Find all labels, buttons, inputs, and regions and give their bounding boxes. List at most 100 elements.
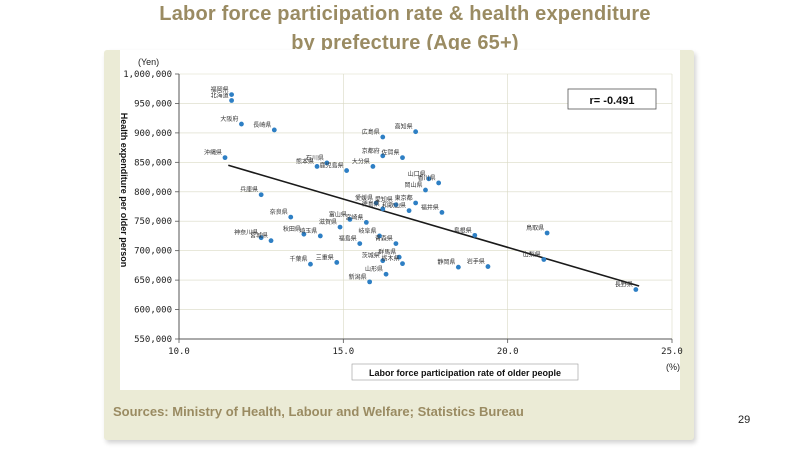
y-tick-label: 700,000 [134,247,172,257]
data-point-label: 静岡県 [437,258,455,266]
data-point [393,241,399,247]
y-axis-title: Health expenditure per older person [119,113,129,268]
data-point-label: 愛知県 [375,196,393,204]
axes-layer [178,74,672,340]
y-tick-label: 900,000 [134,129,172,139]
data-point [288,214,294,220]
data-point [377,233,382,239]
data-point-label: 千葉県 [289,255,307,263]
data-point [383,271,389,277]
data-point-label: 三重県 [316,253,334,261]
x-tick-label: 10.0 [168,347,190,357]
data-point [334,260,340,265]
data-point-label: 長野県 [615,281,633,289]
data-point-label: 茨城県 [362,252,380,260]
y-tick-label: 600,000 [134,306,172,316]
data-point-label: 埼玉県 [299,227,317,235]
y-tick-label: 950,000 [134,99,172,109]
data-point-label: 岐阜県 [358,227,376,235]
data-point [380,258,386,264]
data-point [301,231,307,237]
data-point-label: 青森県 [375,235,393,243]
data-point-label: 鳥取県 [526,224,544,232]
data-point-label: 福井県 [421,203,439,211]
data-point-label: 奈良県 [270,208,288,216]
data-point-label: 滋賀県 [319,218,337,226]
y-tick-label: 550,000 [134,335,172,345]
data-point-label: 山口県 [408,170,426,178]
data-point-label: 東京都 [395,194,413,202]
data-point [544,230,550,236]
data-point-label: 長崎県 [253,121,271,129]
data-point-label: 岡山県 [404,181,422,189]
x-tick-label: 20.0 [497,347,519,357]
data-point-label: 愛媛県 [355,194,373,202]
y-tick-label: 1,000,000 [123,70,172,80]
x-tick-labels: 10.0 15.0 20.0 25.0 [168,347,683,357]
data-point [229,98,234,103]
data-point-label: 熊本県 [296,157,314,165]
y-unit-label: (Yen) [138,57,159,67]
data-point [317,233,323,239]
data-point-label: 島根県 [454,226,472,234]
x-axis-title-box: Labor force participation rate of older … [351,363,579,381]
data-point-label: 京都府 [362,147,380,155]
data-point-label: 石川県 [306,155,324,162]
y-tick-label: 800,000 [134,188,172,198]
data-point [314,164,320,169]
data-point-label: 鹿児島県 [320,162,344,170]
data-point [337,224,343,230]
data-point [380,206,386,212]
data-point [367,279,373,285]
data-point [370,164,376,169]
data-point-label: 山形県 [365,265,383,273]
data-point [455,264,461,270]
slide-title: Labor force participation rate & health … [90,0,720,58]
data-point [485,264,491,269]
data-point-label: 北海道 [211,92,229,100]
data-point-label: 栃木県 [381,255,399,263]
data-point [258,235,264,241]
data-point-label: 沖縄県 [204,149,222,157]
data-point-label: 山梨県 [523,251,541,259]
data-point [436,180,442,186]
correlation-label: r= -0.491 [590,95,635,107]
y-tick-label: 650,000 [134,276,172,286]
page-number: 29 [738,414,751,426]
data-point-label: 兵庫県 [240,186,258,194]
data-point-label: 岩手県 [467,258,485,266]
x-tick-label: 15.0 [332,347,354,357]
data-point [380,134,386,140]
data-point-label: 高知県 [395,123,413,131]
data-point-label: 香川県 [418,174,436,182]
data-point [406,208,412,214]
y-tick-label: 750,000 [134,217,172,227]
data-point [400,261,405,267]
data-point [413,129,419,135]
y-tick-label: 850,000 [134,158,172,168]
data-point-label: 宮城県 [250,232,268,240]
data-point [239,121,244,127]
data-point-label: 神奈川県 [234,229,258,237]
data-point-label: 新潟県 [349,273,367,281]
data-point [541,257,547,262]
data-point-label: 和歌山県 [382,202,406,210]
data-point-label: 秋田県 [283,225,301,233]
correlation-box: r= -0.491 [567,88,657,110]
data-point [347,217,353,222]
y-tick-labels: 550,000 600,000 650,000 700,000 750,000 800,0… [123,70,172,345]
data-point [380,153,386,159]
data-point-label: 福島県 [339,235,357,243]
data-point [344,168,350,173]
data-point [229,92,234,98]
data-point [308,261,313,267]
data-point-label: 佐賀県 [381,149,399,157]
x-unit-label: (%) [666,362,680,372]
data-point-label: 大阪府 [220,115,238,123]
data-point-label: 広島県 [362,128,380,136]
data-point-label: 徳島県 [362,200,380,208]
data-point [439,209,445,215]
title-line-1: Labor force participation rate & health … [159,3,651,25]
